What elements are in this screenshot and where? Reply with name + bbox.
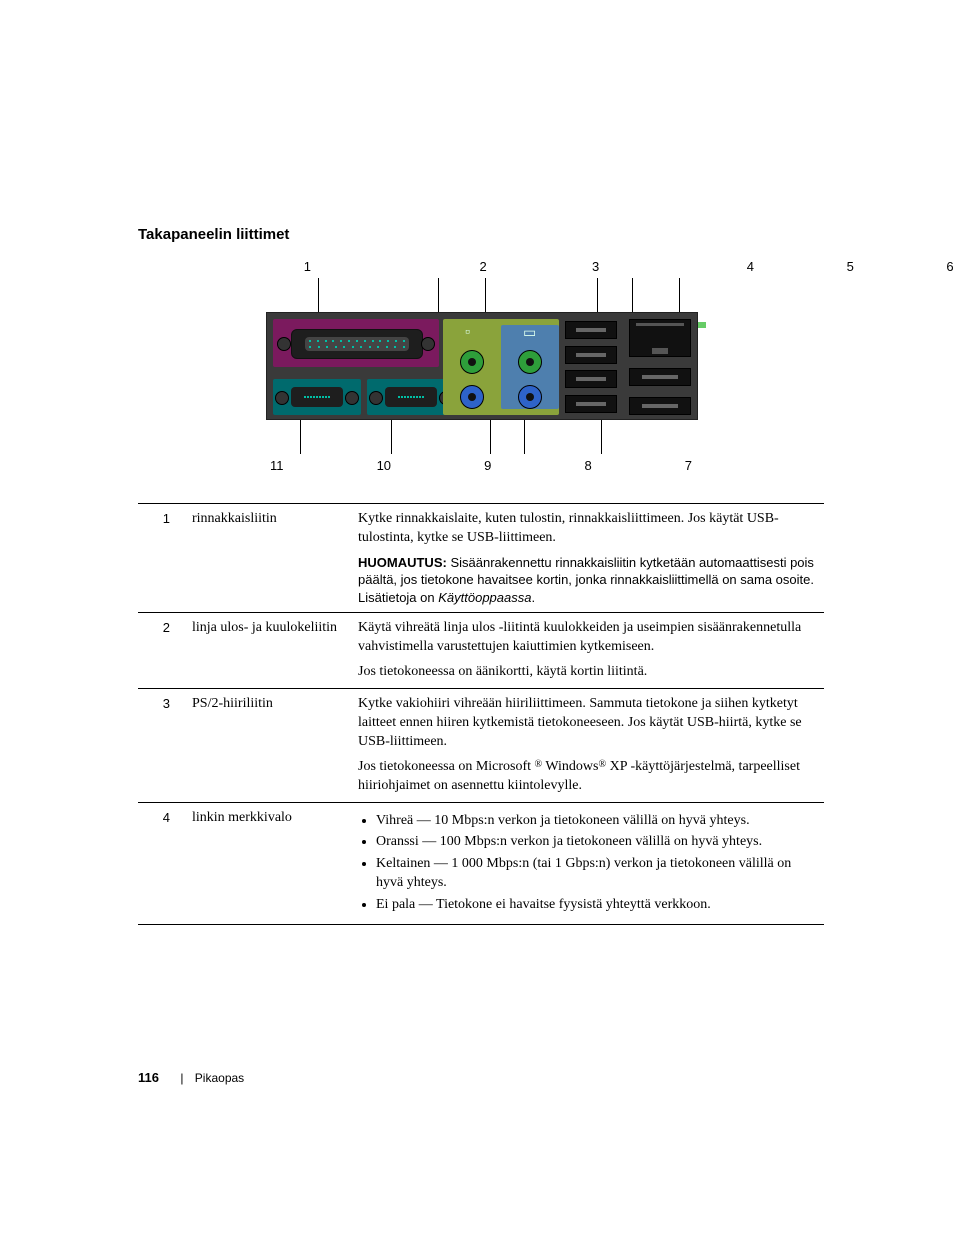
row-name: rinnakkaisliitin [184, 504, 350, 613]
callout-5: 5 [847, 259, 854, 274]
usb-port [565, 346, 617, 364]
row-desc: Käytä vihreätä linja ulos -liitintä kuul… [350, 613, 824, 689]
rj45-port [629, 319, 691, 357]
led-list: Vihreä — 10 Mbps:n verkon ja tietokoneen… [358, 812, 816, 915]
callout-1: 1 [304, 259, 311, 274]
callout-2: 2 [480, 259, 487, 274]
list-item: Ei pala — Tietokone ei havaitse fyysistä… [376, 896, 816, 915]
connector-table: 1 rinnakkaisliitin Kytke rinnakkaislaite… [138, 503, 824, 925]
callout-9: 9 [484, 458, 491, 473]
note-italic: Käyttöoppaassa [438, 590, 531, 605]
reg-mark: ® [535, 759, 543, 770]
table-row: 3 PS/2-hiiriliitin Kytke vakiohiiri vihr… [138, 689, 824, 802]
io-panel: ▫ ▭ [266, 312, 698, 420]
usb-port [565, 395, 617, 413]
row-index: 1 [138, 504, 184, 613]
page-footer: 116 | Pikaopas [138, 1070, 244, 1085]
callout-3: 3 [592, 259, 599, 274]
serial-port-1 [273, 379, 361, 415]
section-title: Takapaneelin liittimet [138, 226, 824, 243]
link-led [698, 322, 706, 328]
callout-8: 8 [584, 458, 591, 473]
callout-7: 7 [685, 458, 692, 473]
row-name: linkin merkkivalo [184, 802, 350, 924]
callout-11: 11 [270, 458, 284, 473]
list-item: Oranssi — 100 Mbps:n verkon ja tietokone… [376, 833, 816, 852]
mouse-icon: ▭ [523, 325, 537, 339]
table-row: 2 linja ulos- ja kuulokeliitin Käytä vih… [138, 613, 824, 689]
usb-port [565, 370, 617, 388]
callout-6: 6 [946, 259, 953, 274]
audio-ps2-block: ▫ ▭ [443, 319, 559, 415]
row-name: linja ulos- ja kuulokeliitin [184, 613, 350, 689]
row-index: 2 [138, 613, 184, 689]
callout-4: 4 [747, 259, 754, 274]
reg-mark: ® [599, 759, 607, 770]
usb-port [629, 397, 691, 415]
row-name: PS/2-hiiriliitin [184, 689, 350, 802]
note-label: HUOMAUTUS: [358, 555, 447, 570]
list-item: Keltainen — 1 000 Mbps:n (tai 1 Gbps:n) … [376, 855, 816, 893]
table-row: 4 linkin merkkivalo Vihreä — 10 Mbps:n v… [138, 802, 824, 924]
row-desc: Vihreä — 10 Mbps:n verkon ja tietokoneen… [350, 802, 824, 924]
table-row: 1 rinnakkaisliitin Kytke rinnakkaislaite… [138, 504, 824, 613]
footer-separator: | [180, 1071, 183, 1085]
line-out-jack [460, 350, 484, 374]
ps2-keyboard [518, 385, 542, 409]
ps2-mouse [518, 350, 542, 374]
serial-port-2 [367, 379, 455, 415]
callouts-top: 1 2 3 4 5 6 [266, 259, 696, 274]
callouts-bottom: 11 10 9 8 7 [266, 458, 696, 473]
line-in-jack [460, 385, 484, 409]
lead-lines-top [266, 278, 696, 312]
network-usb-block [629, 319, 691, 415]
usb-stack [565, 319, 617, 415]
usb-port [565, 321, 617, 339]
back-panel-diagram: 1 2 3 4 5 6 [266, 259, 696, 473]
page-number: 116 [138, 1070, 159, 1085]
row-desc: Kytke rinnakkaislaite, kuten tulostin, r… [350, 504, 824, 613]
parallel-port [273, 319, 439, 367]
row-index: 3 [138, 689, 184, 802]
usb-port [629, 368, 691, 386]
row-index: 4 [138, 802, 184, 924]
row-desc: Kytke vakiohiiri vihreään hiiriliittimee… [350, 689, 824, 802]
callout-10: 10 [377, 458, 391, 473]
list-item: Vihreä — 10 Mbps:n verkon ja tietokoneen… [376, 812, 816, 831]
line-out-icon: ▫ [465, 325, 479, 339]
footer-label: Pikaopas [195, 1071, 244, 1085]
lead-lines-bottom [266, 420, 696, 454]
